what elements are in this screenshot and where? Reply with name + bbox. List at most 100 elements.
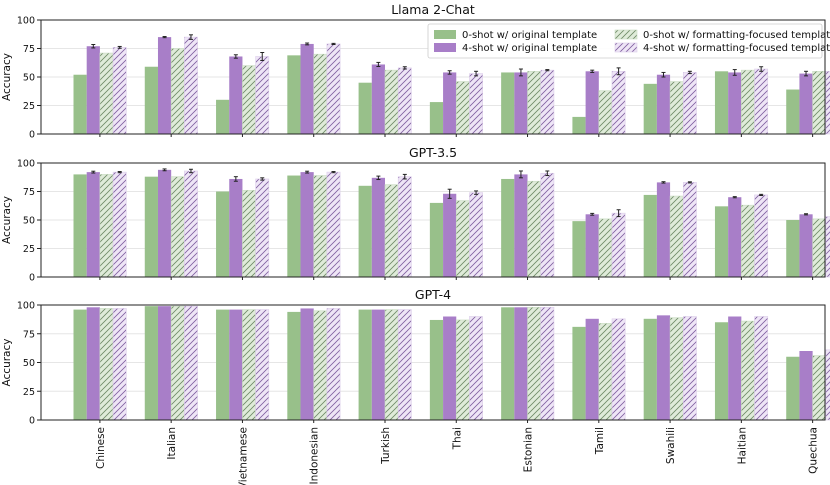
bar-zero-shot-original <box>287 55 301 135</box>
y-tick-label: 25 <box>23 387 35 398</box>
bar-four-shot-original <box>371 309 385 420</box>
legend-box <box>427 23 823 59</box>
bar-four-shot-formatting <box>112 47 127 135</box>
panel-frame <box>40 19 826 135</box>
bar-four-shot-original <box>300 172 314 277</box>
bar-zero-shot-original <box>287 175 301 277</box>
bar-zero-shot-original <box>572 326 586 420</box>
bar-four-shot-formatting <box>469 73 483 135</box>
bar-four-shot-formatting <box>326 43 341 135</box>
y-tick-label: 0 <box>29 130 35 141</box>
bar-zero-shot-original <box>429 202 444 277</box>
y-tick-label: 50 <box>23 73 35 84</box>
y-tick-label: 100 <box>17 159 35 170</box>
bar-zero-shot-formatting <box>669 317 684 421</box>
y-tick-label: 25 <box>23 101 35 112</box>
bar-four-shot-original <box>799 351 813 420</box>
bar-four-shot-original <box>799 214 813 277</box>
bar-zero-shot-formatting <box>455 319 470 421</box>
bar-zero-shot-formatting <box>527 71 542 135</box>
bar-four-shot-formatting <box>184 305 198 421</box>
x-tick-label-quechua: Quechua <box>808 427 820 474</box>
bar-zero-shot-original <box>216 309 230 420</box>
bar-four-shot-original <box>300 43 314 134</box>
bar-zero-shot-original <box>501 72 515 134</box>
bar-zero-shot-formatting <box>170 176 185 278</box>
bar-zero-shot-original <box>144 66 158 134</box>
bar-zero-shot-formatting <box>384 184 399 278</box>
bar-four-shot-original <box>86 307 100 420</box>
bar-four-shot-original <box>157 306 172 420</box>
bar-zero-shot-original <box>501 178 515 277</box>
bar-four-shot-formatting <box>754 194 769 278</box>
bar-zero-shot-formatting <box>99 308 114 421</box>
bar-zero-shot-formatting <box>598 323 613 421</box>
bar-four-shot-formatting <box>397 176 412 278</box>
x-tick-label-estonian: Estonian <box>523 427 535 472</box>
bar-four-shot-original <box>656 74 671 134</box>
bar-four-shot-formatting <box>682 182 697 278</box>
y-axis-label: Accuracy <box>1 339 13 387</box>
bar-zero-shot-formatting <box>455 81 470 135</box>
bar-four-shot-formatting <box>825 216 830 278</box>
bar-four-shot-original <box>443 193 457 277</box>
x-tick-label-vietnamese: Vietnamese <box>237 427 249 485</box>
bar-four-shot-original <box>157 37 172 134</box>
legend-swatch <box>434 30 456 39</box>
x-tick-label-haitian: Haitian <box>736 427 748 464</box>
bar-four-shot-original <box>229 56 243 135</box>
legend-label: 0-shot w/ original template <box>462 30 597 41</box>
bar-zero-shot-formatting <box>598 90 613 135</box>
bar-zero-shot-formatting <box>598 218 613 278</box>
bar-four-shot-original <box>86 46 100 134</box>
bar-zero-shot-original <box>714 322 729 420</box>
y-tick-label: 50 <box>23 358 35 369</box>
bar-four-shot-original <box>585 214 599 277</box>
panel-0: Llama 2-Chat Accuracy 0 25 50 75 100 <box>1 2 830 141</box>
bar-four-shot-formatting <box>255 56 270 135</box>
bar-four-shot-original <box>514 72 528 134</box>
bar-zero-shot-formatting <box>669 81 684 135</box>
legend-swatch <box>614 29 638 40</box>
bar-zero-shot-original <box>714 206 729 277</box>
x-tick-labels: Chinese Italian Vietnamese Indonesian Turkis… <box>95 427 820 485</box>
bar-four-shot-formatting <box>469 316 483 421</box>
x-tick-label-indonesian: Indonesian <box>309 427 321 484</box>
bar-zero-shot-formatting <box>242 190 256 278</box>
bar-zero-shot-formatting <box>527 180 542 278</box>
bar-zero-shot-formatting <box>170 305 185 421</box>
panel-title: Llama 2-Chat <box>391 2 475 17</box>
y-tick-label: 75 <box>23 329 35 340</box>
panels-layer: Llama 2-Chat Accuracy 0 25 50 75 100 GPT-3.5 Acc… <box>1 2 830 427</box>
bar-zero-shot-original <box>429 102 444 134</box>
panel-frame <box>40 162 826 278</box>
bar-four-shot-formatting <box>184 36 198 135</box>
bar-zero-shot-original <box>643 318 657 420</box>
bar-zero-shot-formatting <box>170 48 185 135</box>
bar-four-shot-original <box>585 71 599 134</box>
bar-four-shot-formatting <box>112 171 127 278</box>
bar-four-shot-original <box>371 64 385 134</box>
bar-four-shot-formatting <box>326 171 341 278</box>
panel-title: GPT-4 <box>415 287 451 302</box>
panel-frame <box>40 304 826 421</box>
bar-four-shot-original <box>656 182 671 277</box>
bar-zero-shot-formatting <box>812 355 827 421</box>
bar-zero-shot-formatting <box>812 218 827 278</box>
bar-zero-shot-original <box>643 83 657 134</box>
bar-four-shot-formatting <box>611 318 626 421</box>
bar-zero-shot-formatting <box>455 200 470 278</box>
y-axis-label: Accuracy <box>1 196 13 244</box>
bar-zero-shot-formatting <box>242 309 256 421</box>
bar-zero-shot-formatting <box>242 65 256 135</box>
legend-label: 4-shot w/ original template <box>462 43 597 54</box>
bar-four-shot-formatting <box>255 178 270 278</box>
bar-zero-shot-original <box>216 191 230 277</box>
bar-zero-shot-original <box>429 319 444 420</box>
bar-zero-shot-original <box>144 306 158 420</box>
legend: 0-shot w/ original template 4-shot w/ ori… <box>427 23 830 59</box>
bar-four-shot-original <box>443 72 457 134</box>
bar-zero-shot-original <box>216 99 230 134</box>
bar-four-shot-original <box>229 309 243 420</box>
